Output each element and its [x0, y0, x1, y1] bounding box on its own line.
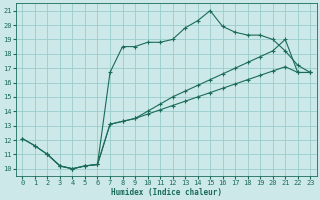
X-axis label: Humidex (Indice chaleur): Humidex (Indice chaleur) [111, 188, 222, 197]
